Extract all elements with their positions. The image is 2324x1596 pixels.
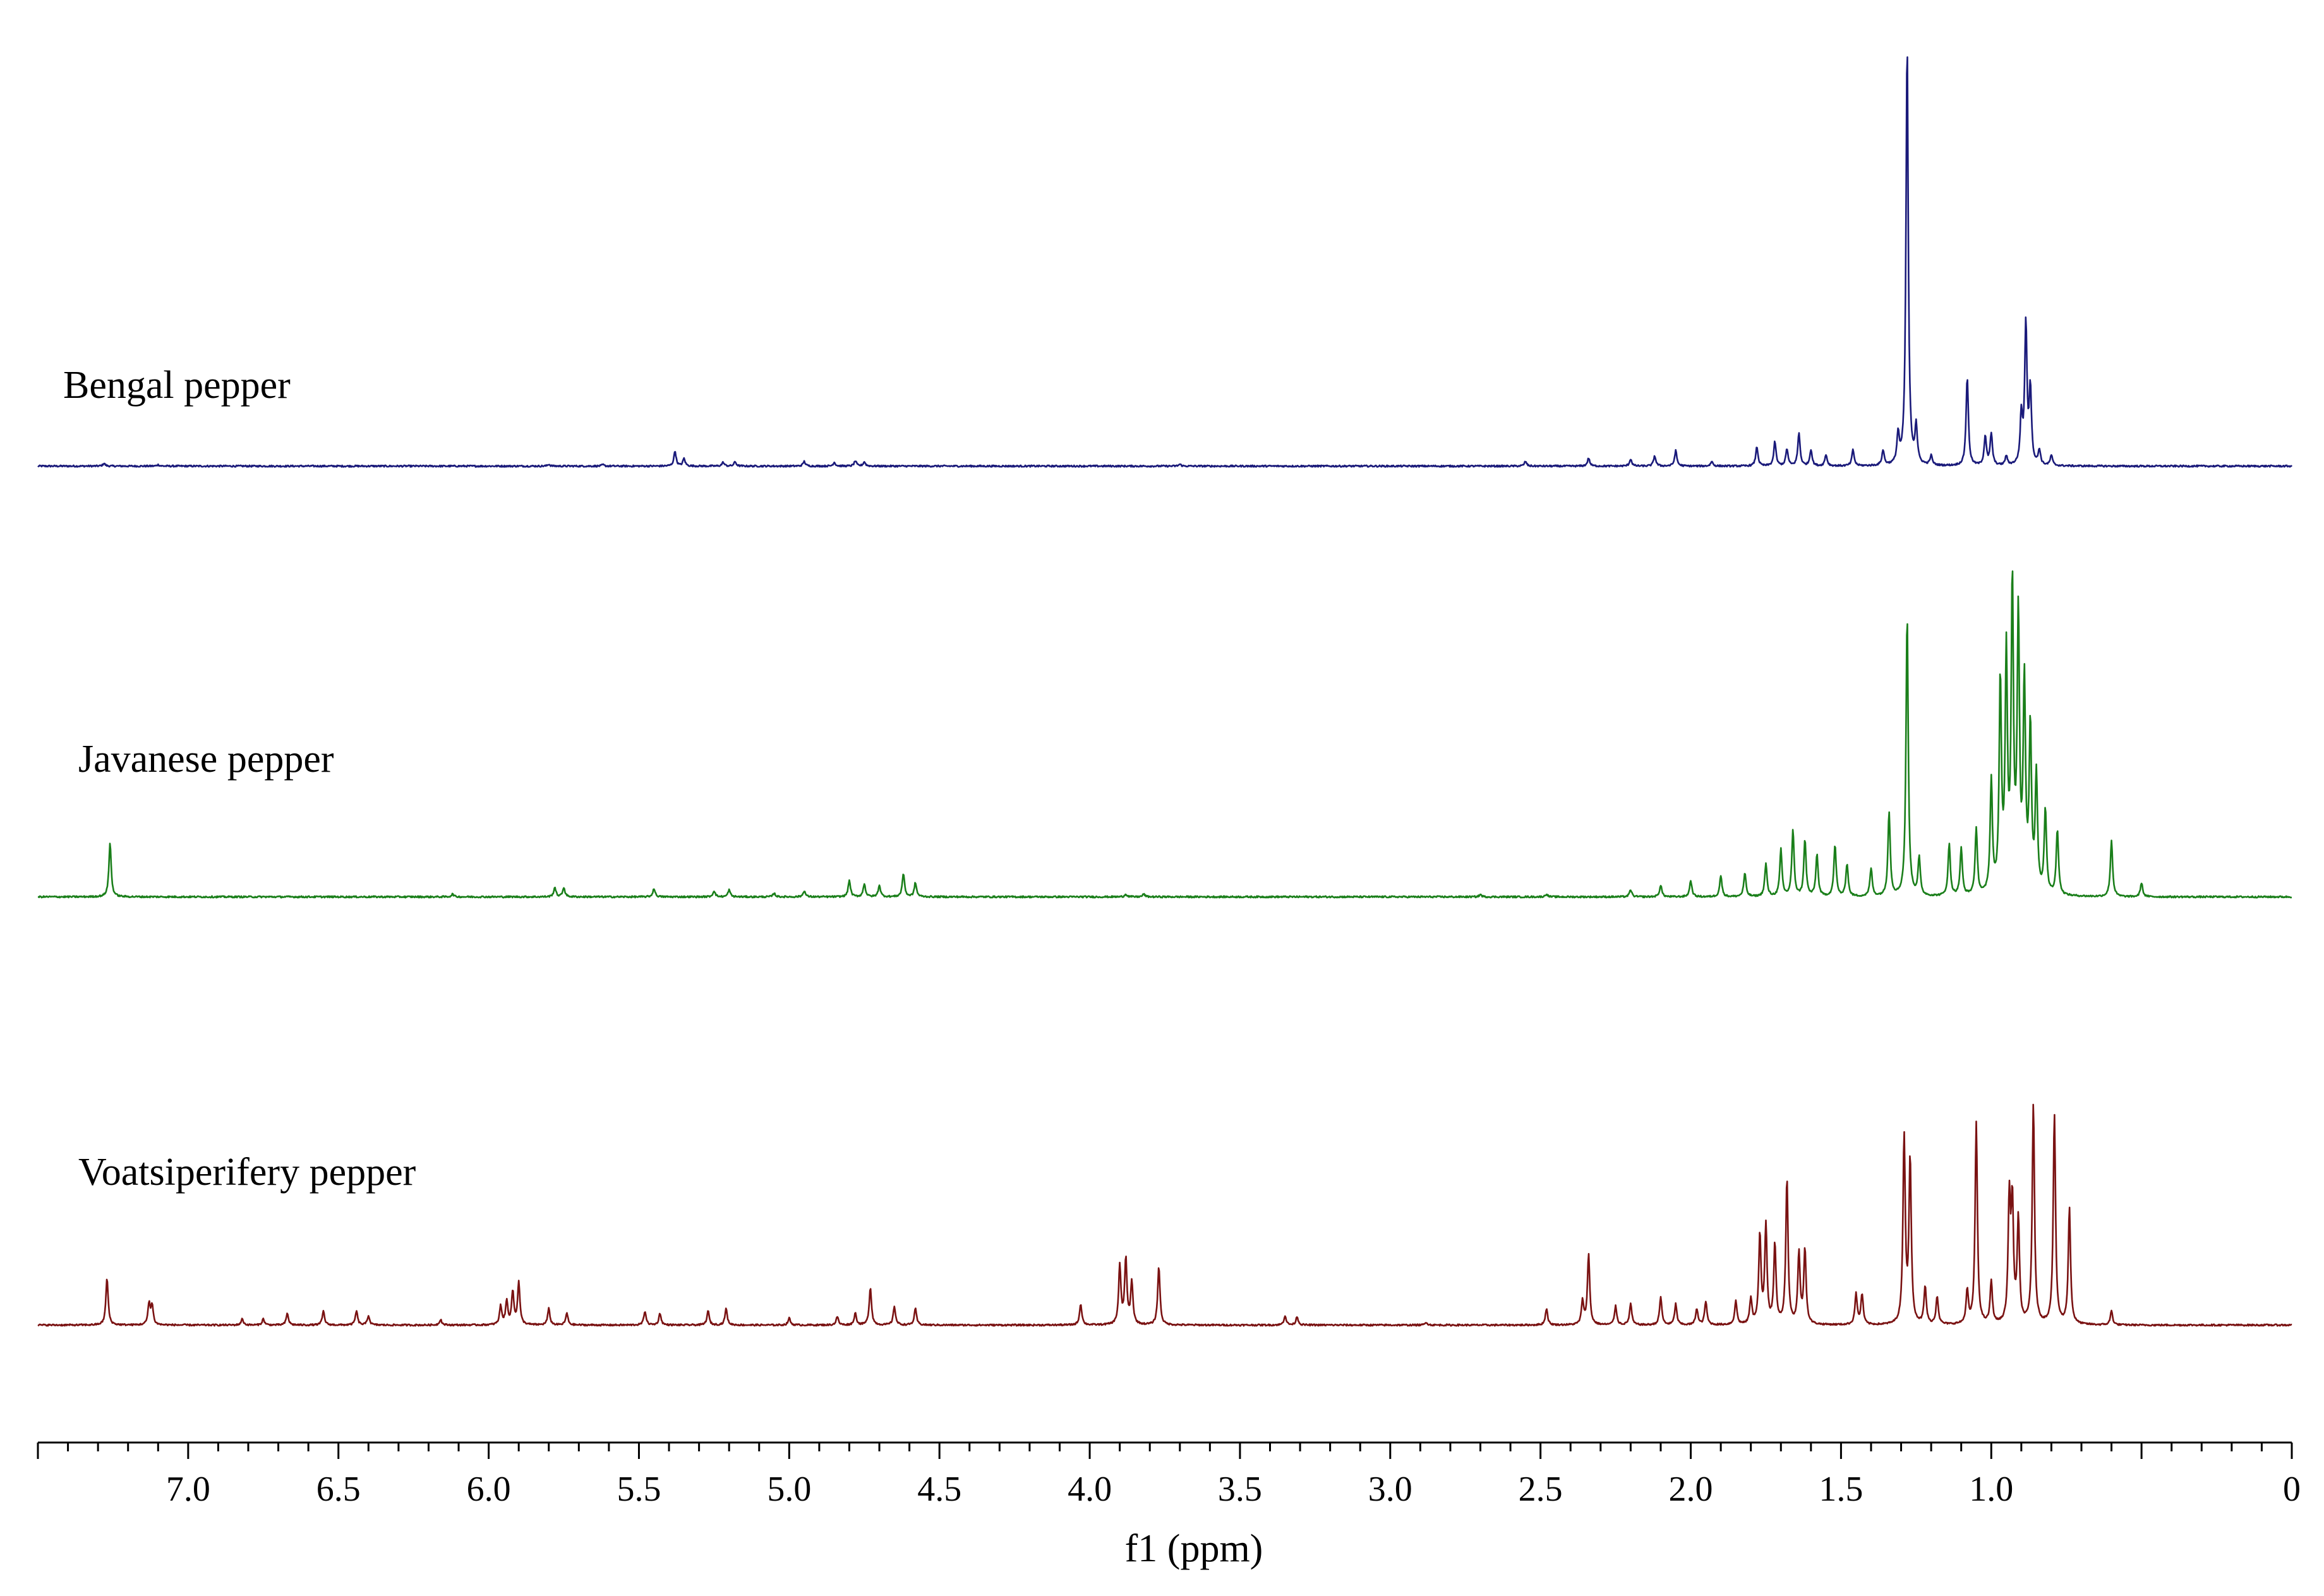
x-tick-label: 2.5 <box>1519 1470 1563 1509</box>
x-axis-title: f1 (ppm) <box>1125 1527 1263 1570</box>
x-tick-label: 4.5 <box>917 1470 961 1509</box>
spectrum-trace-javanese <box>37 570 2292 899</box>
series-label-voatsiperifery: Voatsiperifery pepper <box>78 1151 416 1194</box>
x-tick-label: 0 <box>2283 1470 2301 1509</box>
series-label-bengal: Bengal pepper <box>63 364 291 407</box>
x-tick-label: 5.0 <box>767 1470 811 1509</box>
x-tick-label: 1.5 <box>1819 1470 1863 1509</box>
series-label-javanese: Javanese pepper <box>78 738 334 781</box>
x-tick-label: 4.0 <box>1068 1470 1112 1509</box>
spectrum-trace-voatsiperifery <box>37 1103 2292 1327</box>
x-axis-ticks <box>37 1443 2293 1459</box>
x-tick-label: 7.0 <box>166 1470 210 1509</box>
x-axis-tick-labels: 7.0 6.5 6.0 5.5 5.0 4.5 4.0 3.5 3.0 2.5 2.0 1.5 1.0 0 <box>166 1470 2301 1509</box>
x-tick-label: 2.0 <box>1669 1470 1713 1509</box>
x-tick-label: 6.0 <box>467 1470 511 1509</box>
x-tick-label: 1.0 <box>1969 1470 2013 1509</box>
spectrum-trace-bengal <box>37 56 2293 468</box>
x-tick-label: 6.5 <box>316 1470 361 1509</box>
spectrum-traces <box>37 56 2293 1327</box>
x-tick-label: 3.0 <box>1368 1470 1412 1509</box>
x-tick-label: 3.5 <box>1218 1470 1262 1509</box>
x-tick-label: 5.5 <box>617 1470 661 1509</box>
